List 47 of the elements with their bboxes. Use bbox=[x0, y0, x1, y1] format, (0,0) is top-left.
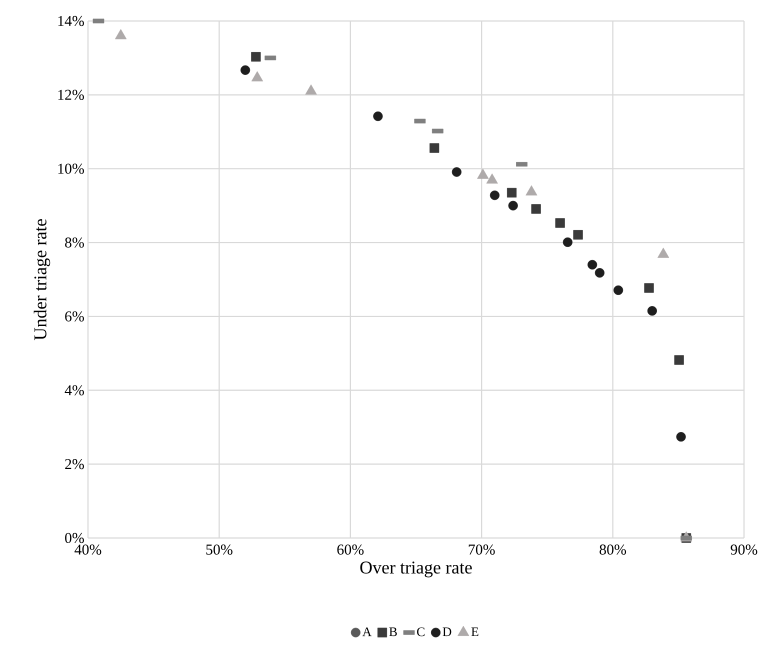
x-tick-label: 60% bbox=[337, 544, 364, 555]
y-tick-label: 4% bbox=[64, 385, 84, 396]
y-tick-label: 14% bbox=[58, 16, 84, 26]
point bbox=[508, 200, 518, 210]
x-axis-title: Over triage rate bbox=[360, 562, 472, 578]
point bbox=[477, 168, 489, 179]
legend-label: A bbox=[362, 628, 372, 636]
point bbox=[114, 29, 127, 40]
point bbox=[588, 260, 598, 270]
legend-label: B bbox=[389, 628, 397, 636]
point bbox=[490, 190, 500, 200]
x-tick-label: 80% bbox=[600, 544, 626, 555]
legend-label: D bbox=[442, 628, 452, 636]
point bbox=[430, 143, 440, 153]
point bbox=[657, 248, 670, 258]
legend-label: C bbox=[417, 627, 424, 636]
y-axis-title: Under triage rate bbox=[34, 219, 50, 340]
point bbox=[594, 268, 604, 278]
point bbox=[452, 167, 462, 177]
point bbox=[555, 218, 565, 228]
legend-label: E bbox=[471, 628, 478, 636]
point bbox=[531, 204, 541, 214]
point bbox=[486, 173, 498, 184]
point bbox=[644, 283, 654, 293]
point bbox=[251, 52, 261, 62]
point bbox=[506, 188, 517, 198]
x-tick-label: 40% bbox=[74, 544, 102, 555]
point bbox=[373, 111, 383, 122]
point bbox=[614, 285, 624, 296]
point bbox=[305, 84, 317, 95]
point bbox=[647, 306, 657, 316]
x-tick-label: 70% bbox=[468, 544, 495, 555]
point bbox=[676, 432, 686, 442]
point bbox=[573, 230, 583, 240]
point bbox=[562, 237, 572, 247]
y-tick-label: 12% bbox=[58, 90, 84, 100]
point bbox=[674, 355, 684, 365]
x-tick-label: 90% bbox=[730, 544, 758, 555]
point bbox=[240, 65, 250, 75]
point bbox=[526, 185, 538, 196]
y-tick-label: 2% bbox=[65, 459, 84, 470]
y-tick-label: 8% bbox=[65, 237, 84, 248]
y-tick-label: 0% bbox=[65, 532, 84, 544]
point bbox=[251, 71, 264, 82]
y-tick-label: 6% bbox=[65, 311, 84, 322]
y-tick-label: 10% bbox=[58, 164, 84, 174]
x-tick-label: 50% bbox=[206, 544, 232, 555]
